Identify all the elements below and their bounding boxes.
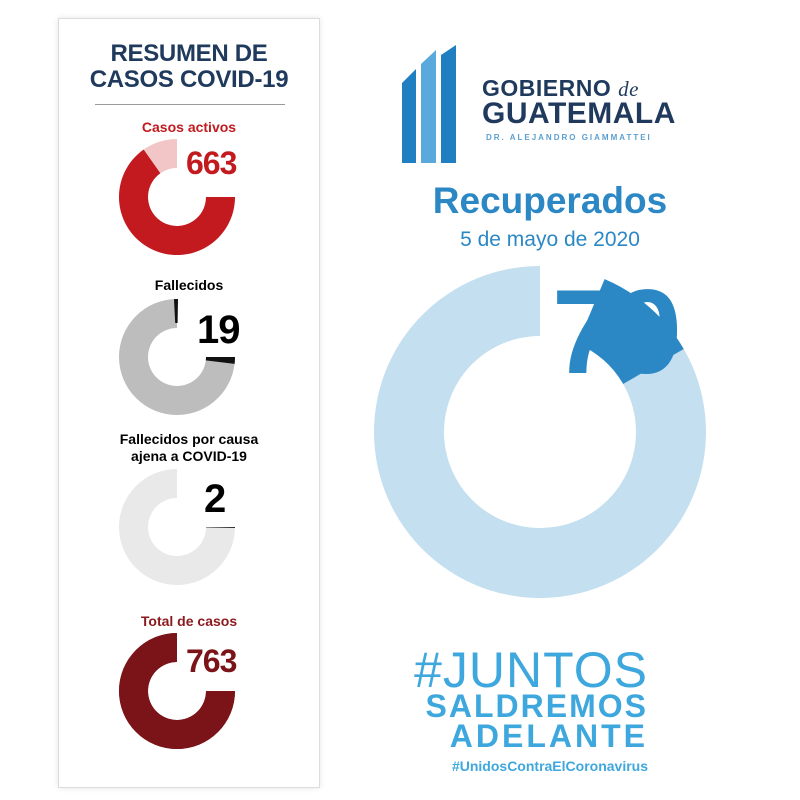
other-deaths-arc <box>205 527 235 528</box>
other-deaths-track <box>119 469 235 585</box>
logo-guatemala: GUATEMALA <box>482 97 676 130</box>
active-cases-value: 663 <box>186 145 237 181</box>
logo-president: DR. ALEJANDRO GIAMMATTEI <box>486 133 652 142</box>
other-deaths-label-line2: ajena a COVID-19 <box>131 448 247 464</box>
other-deaths-label: Fallecidos por causa ajena a COVID-19 <box>59 431 319 465</box>
total-cases-arc <box>119 633 235 749</box>
other-deaths-label-line1: Fallecidos por causa <box>119 431 259 447</box>
slogan-juntos: #JUNTOS <box>414 642 648 698</box>
deaths-tick <box>173 299 179 324</box>
deaths-donut <box>119 299 235 415</box>
slogan-hashtag: #UnidosContraElCoronavirus <box>451 758 648 774</box>
recovered-value: 79 <box>552 265 681 399</box>
summary-title-line2: CASOS COVID-19 <box>89 66 289 93</box>
summary-title: RESUMEN DE CASOS COVID-19 <box>59 41 319 93</box>
deaths-arc <box>205 357 235 364</box>
recovered-title: Recuperados <box>432 180 668 221</box>
title-divider <box>95 104 285 105</box>
deaths-track <box>119 299 235 415</box>
active-cases-arc <box>119 149 235 255</box>
recovered-track <box>373 266 706 598</box>
active-cases-label: Casos activos <box>141 119 237 135</box>
active-cases-donut <box>119 139 235 255</box>
total-cases-label: Total de casos <box>140 613 238 629</box>
summary-title-line1: RESUMEN DE <box>110 40 268 67</box>
total-cases-value: 763 <box>186 643 237 679</box>
other-deaths-donut <box>119 469 235 585</box>
logo-line1: GOBIERNO de <box>482 75 639 102</box>
total-cases-donut <box>119 633 235 749</box>
recovered-donut <box>373 266 706 598</box>
government-logo: GOBIERNO de GUATEMALA DR. ALEJANDRO GIAM… <box>400 45 680 165</box>
slogan-saldremos: SALDREMOS <box>425 688 648 724</box>
recovered-arc <box>577 279 684 384</box>
logo-de: de <box>618 77 639 101</box>
recovered-date: 5 de mayo de 2020 <box>460 228 640 251</box>
other-deaths-value: 2 <box>204 477 226 521</box>
summary-panel: RESUMEN DE CASOS COVID-19 Casos activos … <box>58 18 320 788</box>
logo-gobierno: GOBIERNO <box>482 75 612 101</box>
deaths-value: 19 <box>197 308 240 352</box>
slogan-adelante: ADELANTE <box>449 718 648 754</box>
logo-bars-icon <box>402 45 456 163</box>
deaths-label: Fallecidos <box>154 277 224 293</box>
